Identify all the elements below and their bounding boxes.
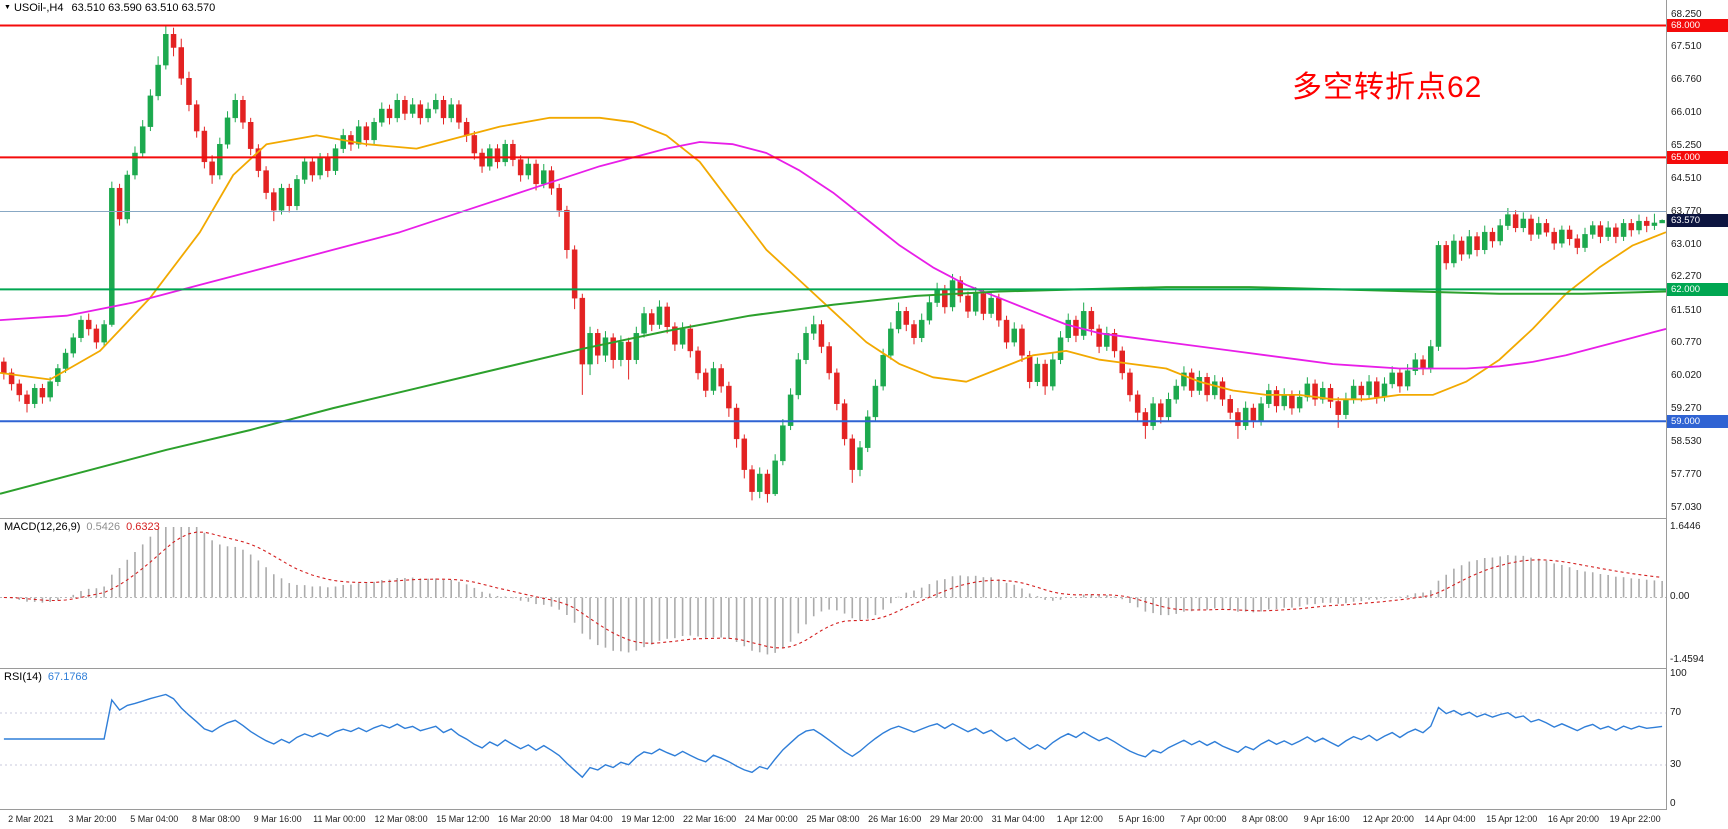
slow-ma-green-line	[0, 286, 1666, 495]
time-axis-label: 9 Apr 16:00	[1303, 814, 1350, 824]
time-axis-label: 11 Mar 00:00	[313, 814, 366, 824]
time-axis-label: 14 Apr 04:00	[1424, 814, 1476, 824]
time-axis-label: 25 Mar 08:00	[806, 814, 860, 824]
time-axis-label: 7 Apr 00:00	[1180, 814, 1227, 824]
hline-price-badge: 68.000	[1667, 19, 1728, 32]
macd-main-value: 0.5426	[86, 521, 121, 533]
time-axis-label: 12 Mar 08:00	[374, 814, 428, 824]
rsi-scale-label: 100	[1670, 668, 1687, 679]
price-tick-label: 60.770	[1671, 337, 1702, 349]
macd-signal-line	[3, 531, 1663, 649]
time-axis-label: 18 Mar 04:00	[559, 814, 613, 824]
price-tick-label: 57.030	[1671, 501, 1702, 513]
rsi-name: RSI(14)	[4, 671, 42, 683]
macd-canvas[interactable]	[0, 519, 1666, 668]
time-axis-label: 1 Apr 12:00	[1056, 814, 1103, 824]
time-axis-label: 2 Mar 2021	[8, 814, 54, 824]
rsi-value: 67.1768	[47, 671, 88, 683]
price-tick-label: 62.270	[1671, 271, 1702, 283]
macd-scale-label: 0.00	[1670, 591, 1690, 603]
hline-price-badge: 62.000	[1667, 282, 1728, 296]
fast-ma-orange-line	[0, 116, 1666, 401]
price-tick-label: 60.020	[1671, 370, 1702, 382]
price-tick-label: 63.010	[1671, 238, 1702, 250]
rsi-scale-label: 30	[1670, 759, 1682, 770]
price-tick-label: 67.510	[1671, 41, 1702, 53]
price-tick-label: 57.770	[1671, 469, 1702, 481]
macd-label: MACD(12,26,9) 0.5426 0.6323	[4, 521, 166, 533]
rsi-line	[3, 693, 1663, 779]
time-axis-label: 19 Apr 22:00	[1609, 814, 1661, 824]
macd-scale-label: 1.6446	[1670, 521, 1701, 532]
ohlc-values: 63.510 63.590 63.510 63.570	[71, 2, 216, 14]
price-tick-label: 61.510	[1671, 304, 1702, 316]
rsi-canvas[interactable]	[0, 669, 1666, 809]
hline-price-badge: 59.000	[1667, 414, 1728, 428]
rsi-scale-label: 70	[1670, 707, 1682, 718]
time-axis-label: 5 Mar 04:00	[130, 814, 179, 824]
symbol-dropdown-icon[interactable]: ▼	[4, 4, 11, 11]
price-axis[interactable]: 68.250 67.510 66.760 66.010 65.250 64.510 63.7…	[1666, 0, 1728, 810]
rsi-scale-label: 0	[1670, 798, 1676, 809]
time-axis-label: 15 Apr 12:00	[1486, 814, 1538, 824]
time-axis-label: 16 Mar 20:00	[497, 814, 551, 824]
price-chart-panel[interactable]: ▼ USOil-,H4 63.510 63.590 63.510 63.570 多空…	[0, 0, 1666, 519]
price-tick-label: 63.770	[1671, 205, 1702, 217]
time-axis-label: 8 Mar 08:00	[191, 814, 240, 824]
time-axis-label: 26 Mar 16:00	[868, 814, 922, 824]
symbol-period-label: USOil-,H4	[13, 2, 64, 14]
mid-ma-magenta-line	[0, 141, 1666, 370]
chart-title: ▼ USOil-,H4 63.510 63.590 63.510 63.570	[4, 2, 215, 14]
macd-panel[interactable]: MACD(12,26,9) 0.5426 0.6323	[0, 519, 1666, 669]
macd-name: MACD(12,26,9)	[4, 521, 81, 533]
price-tick-label: 64.510	[1671, 172, 1702, 184]
time-axis-label: 31 Mar 04:00	[991, 814, 1045, 824]
price-tick-label: 66.760	[1671, 74, 1702, 86]
time-axis-label: 29 Mar 20:00	[929, 814, 983, 824]
time-axis-label: 19 Mar 12:00	[621, 814, 675, 824]
price-tick-label: 58.530	[1671, 435, 1702, 447]
price-tick-label: 59.270	[1671, 403, 1702, 415]
time-axis[interactable]: 2 Mar 2021 3 Mar 20:00 5 Mar 04:00 8 Mar 08…	[0, 810, 1728, 829]
candles-layer	[1, 25, 1665, 503]
price-tick-label: 68.250	[1671, 8, 1702, 20]
time-axis-label: 12 Apr 20:00	[1362, 814, 1414, 824]
time-axis-label: 3 Mar 20:00	[68, 814, 117, 824]
price-chart-canvas[interactable]	[0, 0, 1666, 518]
time-axis-label: 5 Apr 16:00	[1118, 814, 1165, 824]
rsi-panel[interactable]: RSI(14) 67.1768	[0, 669, 1666, 810]
time-axis-label: 22 Mar 16:00	[683, 814, 737, 824]
macd-scale-label: -1.4594	[1670, 654, 1704, 665]
time-axis-label: 16 Apr 20:00	[1547, 814, 1599, 824]
hline-price-badge: 65.000	[1667, 150, 1728, 164]
macd-signal-value: 0.6323	[126, 521, 160, 533]
time-axis-label: 24 Mar 00:00	[744, 814, 798, 824]
rsi-label: RSI(14) 67.1768	[4, 671, 94, 683]
price-tick-label: 66.010	[1671, 107, 1702, 118]
chart-annotation-text: 多空转折点62	[1292, 71, 1483, 104]
current-price-badge: 63.570	[1667, 213, 1728, 227]
time-axis-label: 8 Apr 08:00	[1241, 814, 1288, 824]
price-tick-label: 65.250	[1671, 140, 1702, 152]
time-axis-label: 9 Mar 16:00	[253, 814, 302, 824]
time-axis-label: 15 Mar 12:00	[436, 814, 490, 824]
